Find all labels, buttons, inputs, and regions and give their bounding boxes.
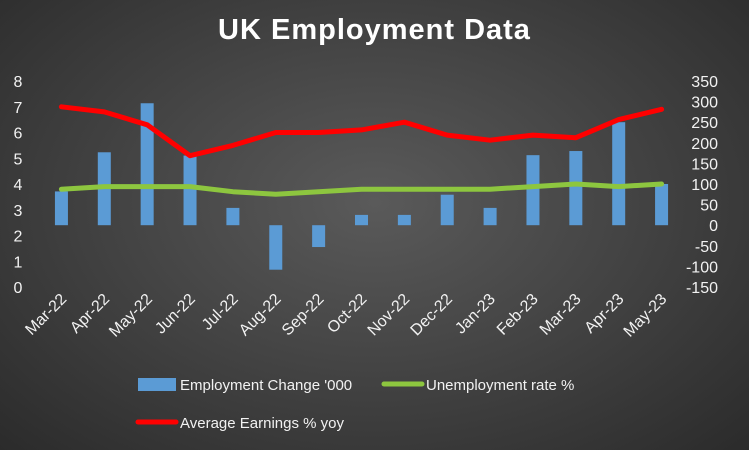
y-right-tick-label: 350 bbox=[691, 74, 718, 91]
employment-change-bar bbox=[612, 122, 626, 226]
y-right-tick-label: 50 bbox=[700, 198, 718, 215]
y-right-tick-label: -50 bbox=[695, 239, 718, 256]
x-tick-label: Mar-22 bbox=[22, 291, 70, 339]
y-right-tick-label: 300 bbox=[691, 95, 718, 112]
employment-change-bar bbox=[312, 225, 326, 248]
employment-change-bar bbox=[655, 184, 669, 226]
legend-label-employment-change: Employment Change '000 bbox=[180, 377, 352, 394]
y-left-tick-label: 1 bbox=[14, 254, 23, 271]
x-tick-label: Aug-22 bbox=[236, 291, 285, 340]
average-earnings-line bbox=[58, 104, 665, 159]
x-tick-label: May-22 bbox=[106, 291, 156, 341]
employment-change-bar bbox=[183, 155, 197, 226]
x-tick-label: Jan-23 bbox=[452, 291, 499, 338]
y-right-tick-label: 250 bbox=[691, 115, 718, 132]
employment-change-bar bbox=[226, 207, 240, 226]
y-right-tick-label: 150 bbox=[691, 156, 718, 173]
employment-change-bar bbox=[526, 155, 540, 226]
y-left-tick-label: 2 bbox=[14, 229, 23, 246]
y-right-tick-label: -100 bbox=[686, 259, 718, 276]
x-tick-label: Mar-23 bbox=[537, 291, 585, 339]
x-tick-label: Feb-23 bbox=[494, 291, 542, 339]
y-right-tick-label: 100 bbox=[691, 177, 718, 194]
chart-title: UK Employment Data bbox=[218, 14, 531, 46]
y-left-tick-label: 7 bbox=[14, 100, 23, 117]
employment-change-bar bbox=[140, 103, 154, 226]
employment-change-bar bbox=[569, 151, 583, 226]
y-left-tick-label: 6 bbox=[14, 126, 23, 143]
x-tick-label: Oct-22 bbox=[324, 291, 370, 337]
y-left-tick-label: 8 bbox=[14, 74, 23, 91]
x-tick-label: Nov-22 bbox=[365, 291, 414, 340]
x-tick-label: Dec-22 bbox=[408, 291, 457, 340]
employment-change-bar bbox=[54, 191, 68, 226]
y-right-tick-label: 0 bbox=[709, 218, 718, 235]
legend-label-unemployment-rate: Unemployment rate % bbox=[426, 377, 574, 394]
legend-swatch-employment-change bbox=[138, 378, 176, 391]
employment-change-bar bbox=[269, 225, 283, 270]
y-left-tick-label: 0 bbox=[14, 280, 23, 297]
employment-change-bar bbox=[397, 214, 411, 226]
y-left-tick-label: 3 bbox=[14, 203, 23, 220]
y-right-tick-label: -150 bbox=[686, 280, 718, 297]
unemployment-rate-line bbox=[58, 181, 665, 197]
employment-change-bar bbox=[355, 214, 368, 226]
y-left-tick-label: 4 bbox=[14, 177, 23, 194]
x-tick-label: Sep-22 bbox=[279, 291, 328, 340]
x-tick-label: Jun-22 bbox=[152, 291, 199, 338]
employment-change-bar bbox=[440, 194, 454, 226]
legend-label-average-earnings: Average Earnings % yoy bbox=[180, 415, 344, 432]
y-left-tick-label: 5 bbox=[14, 151, 23, 168]
x-tick-label: May-23 bbox=[621, 291, 671, 341]
employment-change-bar bbox=[483, 207, 497, 226]
y-right-tick-label: 200 bbox=[691, 136, 718, 153]
